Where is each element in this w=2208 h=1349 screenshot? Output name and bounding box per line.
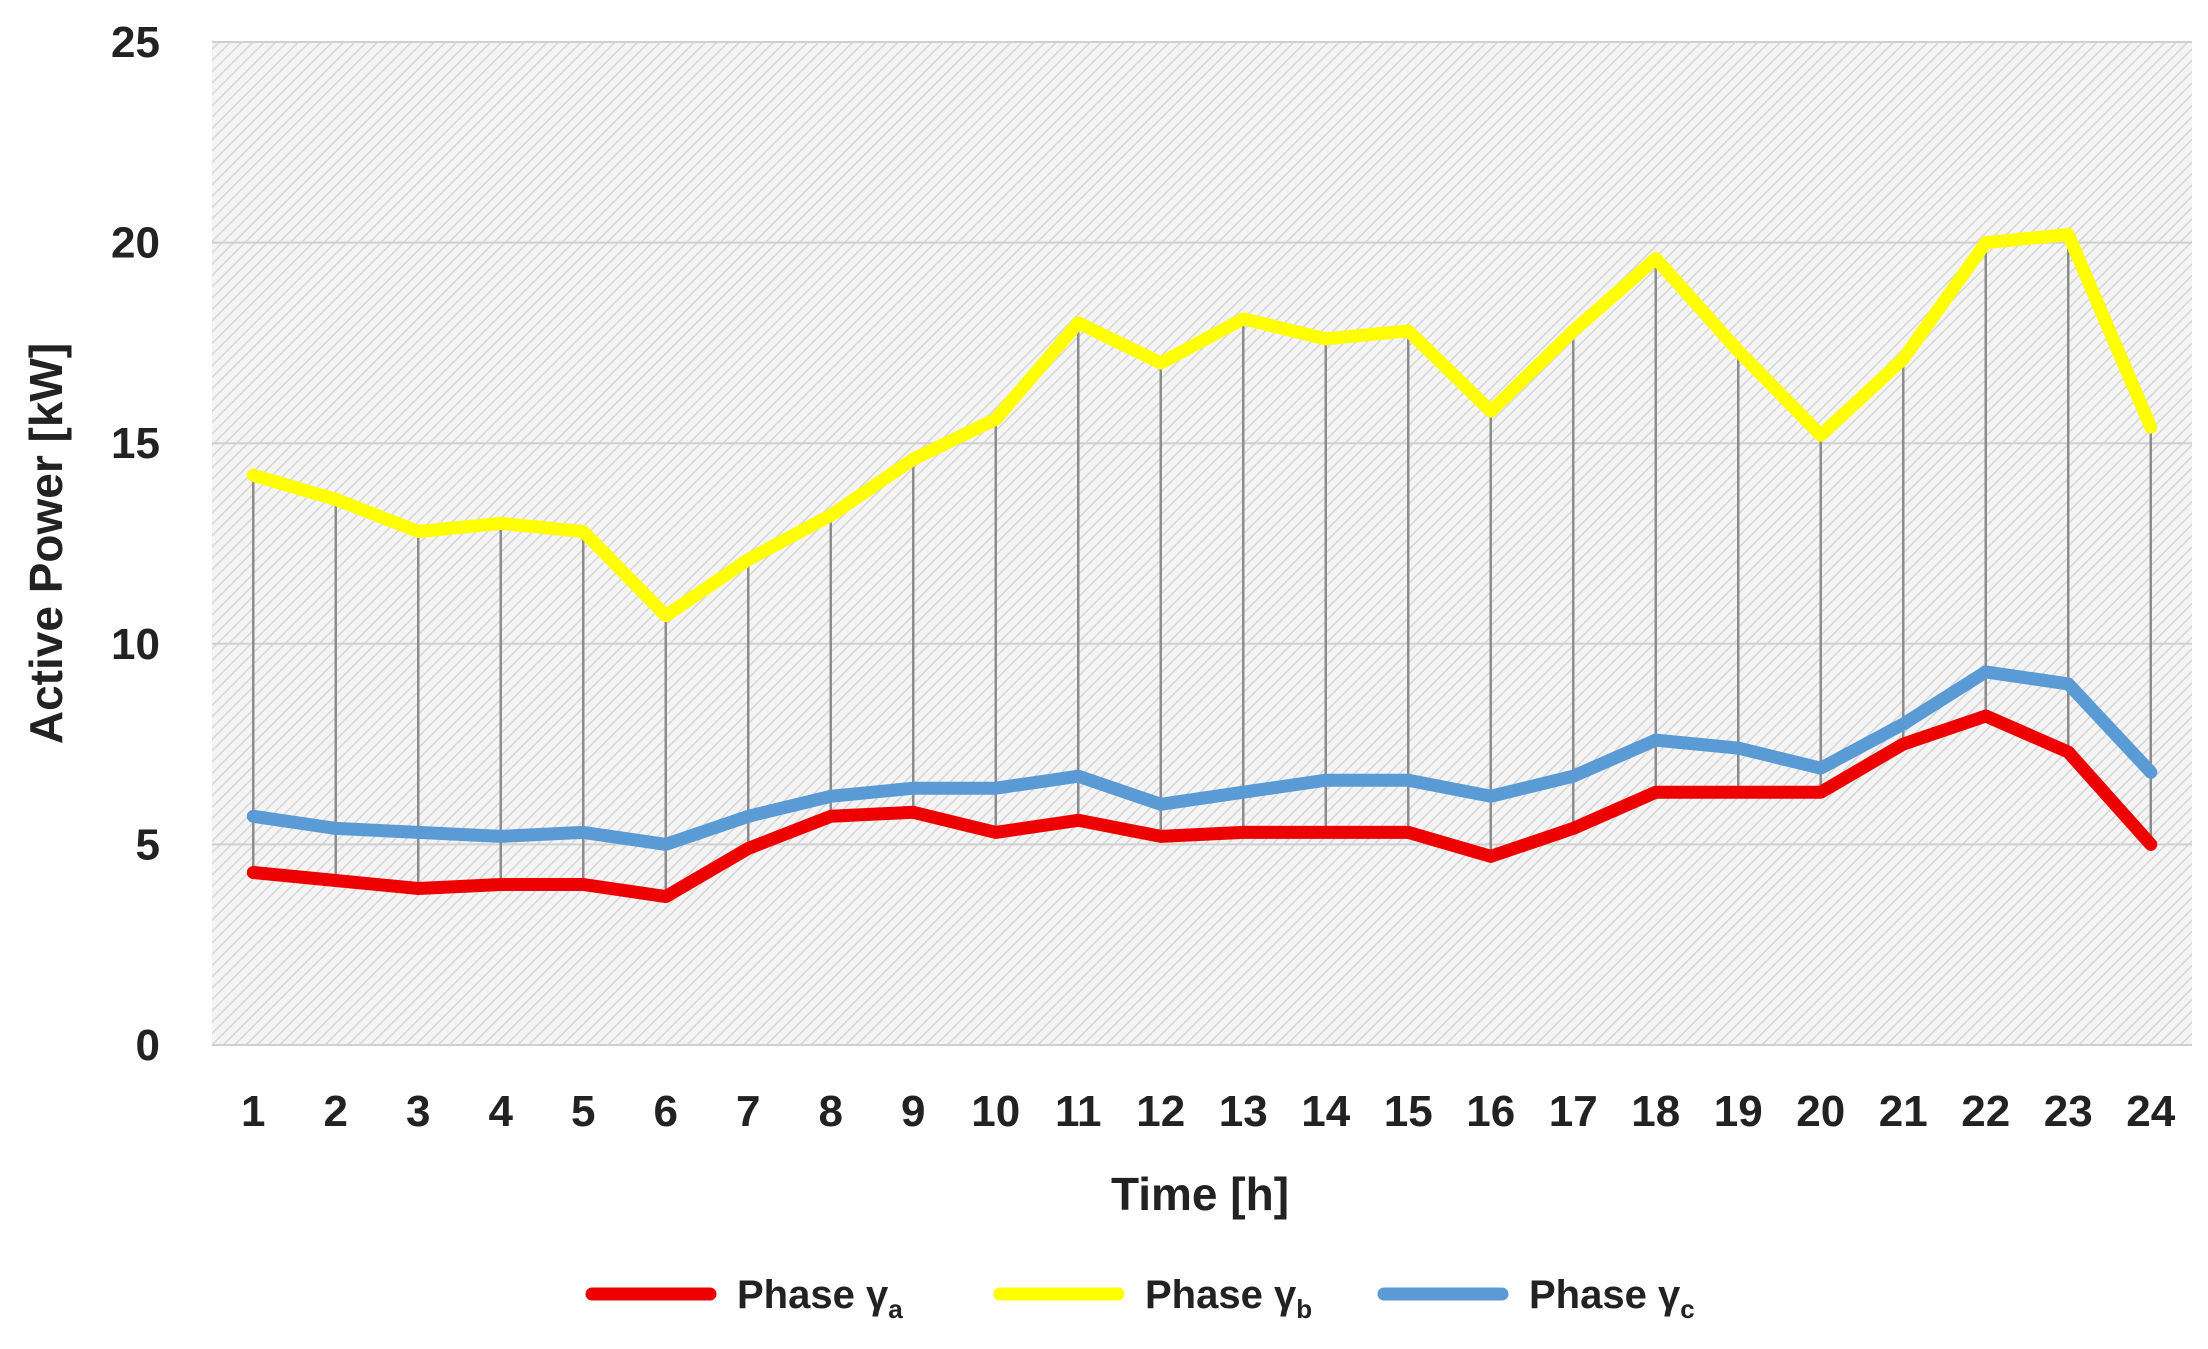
series-lines xyxy=(246,228,2158,904)
x-tick-label: 8 xyxy=(819,1087,843,1136)
x-tick-label: 2 xyxy=(324,1087,348,1136)
x-tick-label: 17 xyxy=(1549,1087,1598,1136)
y-tick-label: 0 xyxy=(136,1021,160,1070)
x-tick-label: 20 xyxy=(1796,1087,1845,1136)
x-tick-label: 7 xyxy=(736,1087,760,1136)
x-tick-label: 18 xyxy=(1631,1087,1680,1136)
legend-subscript-c: c xyxy=(1680,1294,1694,1324)
x-tick-label: 12 xyxy=(1136,1087,1185,1136)
x-tick-label: 13 xyxy=(1219,1087,1268,1136)
x-tick-label: 4 xyxy=(489,1087,514,1136)
gridlines xyxy=(212,41,2192,1046)
x-tick-label: 19 xyxy=(1714,1087,1763,1136)
x-tick-label: 6 xyxy=(654,1087,678,1136)
y-tick-label: 5 xyxy=(136,820,160,869)
y-tick-labels: 0 5 10 15 20 25 xyxy=(111,18,160,1070)
plot-area xyxy=(212,42,2192,1045)
x-tick-label: 5 xyxy=(571,1087,595,1136)
x-tick-label: 24 xyxy=(2126,1087,2175,1136)
legend: Phase γa Phase γb Phase γc xyxy=(585,1273,1695,1324)
x-tick-label: 21 xyxy=(1879,1087,1928,1136)
legend-subscript-b: b xyxy=(1296,1294,1312,1324)
x-tick-labels: 1 2 3 4 5 6 7 8 9 10 11 12 13 14 15 16 17 18 19 20 21 22 23 24 xyxy=(241,1087,2176,1136)
legend-label-a: Phase γa xyxy=(737,1273,903,1324)
x-tick-label: 3 xyxy=(406,1087,430,1136)
y-tick-label: 25 xyxy=(111,18,160,67)
x-tick-label: 1 xyxy=(241,1087,265,1136)
drop-lines xyxy=(252,234,2152,897)
x-tick-label: 11 xyxy=(1055,1087,1102,1136)
x-tick-label: 10 xyxy=(971,1087,1020,1136)
y-tick-label: 15 xyxy=(111,419,160,468)
y-axis-title: Active Power [kW] xyxy=(20,343,72,744)
x-tick-label: 9 xyxy=(901,1087,925,1136)
legend-label-b: Phase γb xyxy=(1145,1273,1312,1324)
legend-subscript-a: a xyxy=(888,1294,903,1324)
series-line-b xyxy=(246,228,2158,623)
y-tick-label: 10 xyxy=(111,620,160,669)
y-tick-label: 20 xyxy=(111,219,160,268)
x-tick-label: 23 xyxy=(2044,1087,2093,1136)
series-line-c xyxy=(246,665,2158,851)
legend-label-c: Phase γc xyxy=(1529,1273,1695,1324)
x-axis-title: Time [h] xyxy=(1111,1168,1289,1220)
series-line-a xyxy=(246,709,2158,904)
x-tick-label: 16 xyxy=(1466,1087,1515,1136)
x-tick-label: 22 xyxy=(1961,1087,2010,1136)
x-tick-label: 15 xyxy=(1384,1087,1433,1136)
x-tick-label: 14 xyxy=(1301,1087,1350,1136)
